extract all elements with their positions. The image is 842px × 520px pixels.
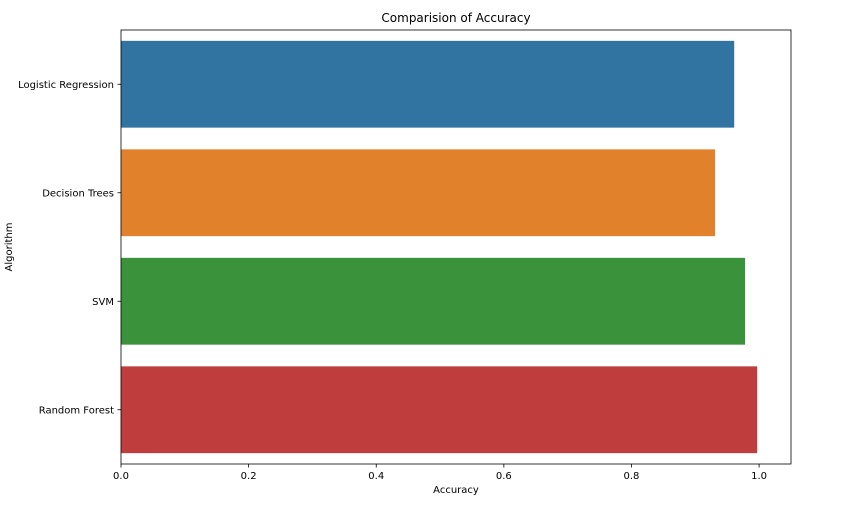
- x-tick-label: 0.0: [113, 471, 129, 482]
- x-tick-label: 1.0: [751, 471, 767, 482]
- y-axis-label: Algorithm: [4, 223, 15, 272]
- y-tick-label: SVM: [92, 297, 114, 308]
- x-tick-label: 0.8: [624, 471, 640, 482]
- bar-random-forest: [121, 366, 758, 454]
- y-tick-label: Random Forest: [39, 405, 114, 416]
- x-axis-ticks: 0.0 0.2 0.4 0.6 0.8 1.0: [113, 464, 767, 482]
- x-tick-label: 0.4: [368, 471, 384, 482]
- y-tick-label: Decision Trees: [42, 188, 114, 199]
- plot-frame: [120, 29, 792, 465]
- bar-decision-trees: [121, 149, 716, 237]
- y-axis-ticks: Logistic Regression Decision Trees SVM Rand…: [18, 80, 121, 416]
- chart-title: Comparision of Accuracy: [381, 11, 530, 25]
- bars-layer: [121, 40, 758, 454]
- y-tick-label: Logistic Regression: [18, 80, 114, 91]
- x-tick-label: 0.6: [496, 471, 512, 482]
- bar-svm: [121, 257, 746, 345]
- x-axis-label: Accuracy: [433, 485, 479, 496]
- x-tick-label: 0.2: [241, 471, 257, 482]
- bar-logistic-regression: [121, 40, 735, 128]
